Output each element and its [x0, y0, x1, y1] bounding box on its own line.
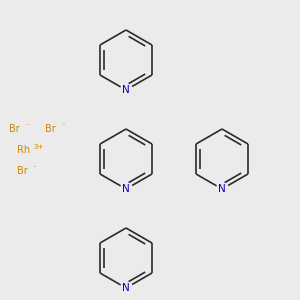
Text: 3+: 3+	[34, 144, 44, 150]
Text: Br: Br	[9, 124, 20, 134]
Text: N: N	[122, 85, 130, 95]
Text: Br: Br	[45, 124, 56, 134]
Text: ⁻: ⁻	[61, 123, 65, 129]
Text: ⁻: ⁻	[33, 165, 37, 171]
Text: Rh: Rh	[16, 145, 30, 155]
Text: ⁻: ⁻	[26, 123, 29, 129]
Text: N: N	[218, 184, 226, 194]
Text: Br: Br	[16, 166, 27, 176]
Text: N: N	[122, 184, 130, 194]
Text: N: N	[122, 283, 130, 293]
